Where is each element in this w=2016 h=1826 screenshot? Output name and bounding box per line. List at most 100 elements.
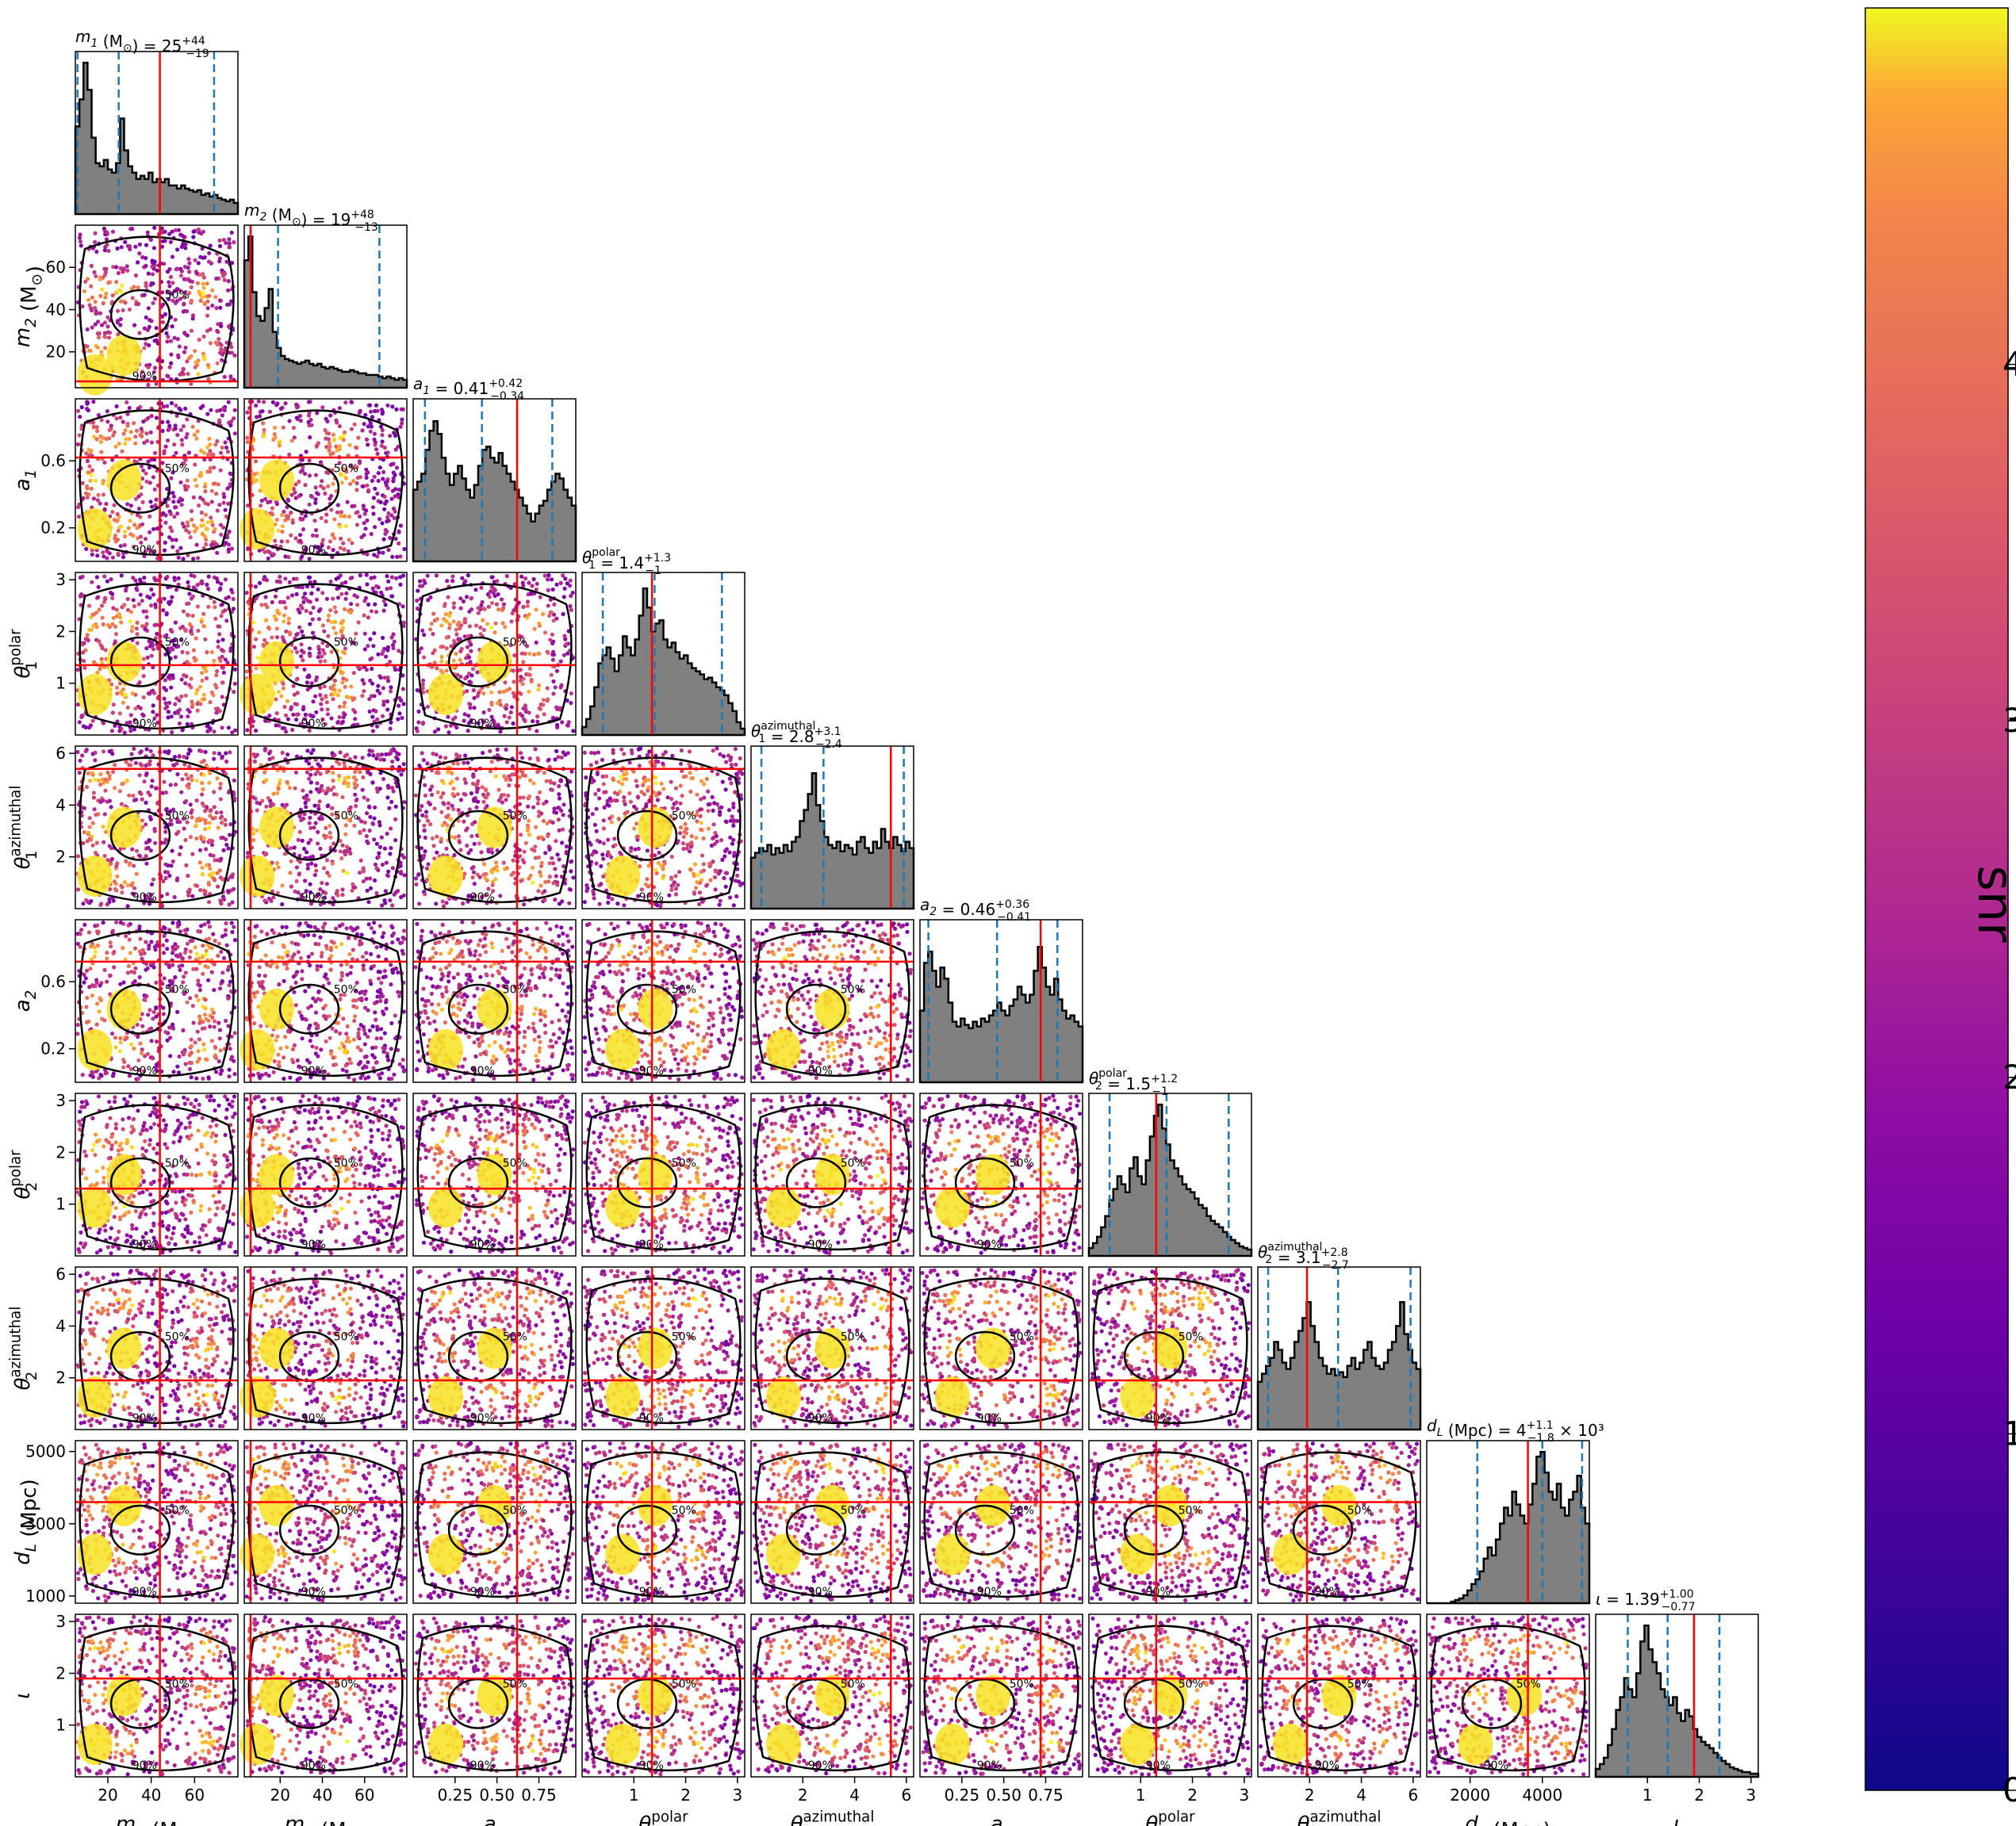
x-tick-label: 20 [270,1786,290,1805]
x-axis-label: θazimuthal2 [1297,1809,1382,1826]
colorbar-tick-label: 3 [2003,701,2016,740]
contour-label: 90% [301,544,326,557]
y-axis-label: m2 (M⊙) [11,266,48,347]
y-tick-label: 0.6 [40,451,66,470]
contour-label: 50% [165,289,190,301]
hist-panel-m2: m2 (M⊙) = 19+48 −13 [244,201,407,388]
hist-panel-t2p: θpolar 2 = 1.5+1.2 −1 [1089,1067,1251,1256]
x-tick-label: 2 [1187,1786,1198,1805]
contour-label: 90% [301,1759,326,1772]
x-axis-label: θpolar2 [1145,1809,1195,1826]
x-tick-label: 2 [798,1786,808,1805]
x-axis-label: ι [1673,1813,1681,1826]
scatter-panel-a1-t1a: 50% 90% [413,746,576,909]
contour-label: 50% [672,983,696,996]
y-tick-label: 4 [56,795,66,814]
y-tick-label: 0.2 [40,1039,66,1058]
contour-label: 90% [132,1586,157,1598]
contour-label: 50% [503,1157,527,1169]
y-tick-label: 2 [56,1143,66,1162]
hist-panel-iota: ι = 1.39+1.00 −0.771 2 3ι [1596,1588,1758,1826]
contour-label: 50% [672,1157,696,1169]
density-peak [1273,1534,1308,1575]
contour-label: 90% [808,1759,833,1772]
y-tick-label: 1 [56,1716,66,1735]
contour-label: 50% [841,1678,865,1690]
colorbar-tick-label: 2 [2003,1058,2016,1097]
contour-label: 90% [808,1412,833,1425]
density-peak [428,1029,463,1070]
y-tick-label: 1 [56,1195,66,1214]
contour-label: 50% [503,636,527,649]
scatter-panel-t1p-a2: 50%90% [582,920,745,1082]
density-peak [766,1187,801,1228]
scatter-panel-a2-t2a: 50%90% [920,1267,1083,1430]
x-tick-label: 0.75 [521,1786,557,1805]
x-tick-label: 60 [185,1786,205,1805]
y-tick-label: 3 [56,1091,66,1110]
colorbar-tick-label: 0 [2003,1770,2016,1809]
y-axis-label: θazimuthal1 [7,786,40,870]
x-tick-label: 20 [98,1786,117,1805]
contour-label: 50% [1179,1330,1203,1343]
scatter-panel-t2p-t2a: 50% 90% [1089,1267,1251,1430]
contour-label: 90% [132,718,157,730]
x-tick-label: 40 [312,1786,332,1805]
contour-label: 90% [1146,1412,1171,1425]
y-tick-label: 4 [56,1316,66,1335]
scatter-panel-a1-a2: 50%90% [413,920,576,1082]
density-peak [259,989,294,1030]
contour-label: 50% [334,1157,358,1169]
density-peak [428,1187,463,1228]
scatter-panel-t1p-t2p: 50%90% [582,1093,745,1256]
density-peak [766,1534,801,1575]
corner-plot: m1 (M⊙) = 25+44 −1950%90%204060m2 (M⊙)m2 … [0,0,2016,1826]
contour-label: 50% [165,1678,190,1690]
contour-label: 90% [301,1065,326,1078]
colorbar-tick-label: 1 [2003,1414,2016,1453]
density-peak [766,1029,801,1070]
x-tick-label: 2000 [1450,1786,1490,1805]
contour-label: 90% [1484,1759,1508,1772]
x-tick-label: 0.25 [945,1786,980,1805]
x-axis-label: a2 [991,1813,1013,1826]
scatter-panel-t1p-dl: 50%90% [582,1441,745,1603]
contour-label: 90% [470,1759,495,1772]
contour-label: 90% [132,1065,157,1078]
x-axis-label: m1 (M⊙) [116,1813,197,1826]
y-axis-label: dL (Mpc) [11,1479,41,1564]
density-peak [935,1724,970,1765]
x-tick-label: 0.50 [479,1786,515,1805]
density-peak [766,1376,801,1418]
density-peak [259,1485,294,1526]
x-tick-label: 2 [1694,1786,1704,1805]
contour-label: 50% [503,810,527,822]
x-tick-label: 3 [1239,1786,1249,1805]
contour-label: 90% [808,1238,833,1251]
scatter-panel-a2-dl: 50%90% [920,1441,1083,1603]
x-tick-label: 1 [629,1786,639,1805]
contour-label: 50% [503,1678,527,1690]
x-tick-label: 4000 [1522,1786,1562,1805]
contour-label: 90% [470,891,495,904]
density-peak [935,1534,970,1575]
scatter-panel-t2p-dl: 50%90% [1089,1441,1251,1603]
density-peak [605,1187,640,1228]
x-axis-label: a1 [484,1813,506,1826]
y-tick-label: 2 [56,622,66,641]
contour-label: 50% [334,1678,358,1690]
contour-label: 50% [334,983,358,996]
hist-panel-a2: a2 = 0.46+0.36 −0.41 [920,895,1083,1082]
contour-label: 50% [503,1330,527,1343]
density-peak [428,1724,463,1765]
x-axis-label: θazimuthal1 [791,1809,875,1826]
x-tick-label: 1 [1642,1786,1653,1805]
contour-label: 50% [503,983,527,996]
contour-label: 90% [132,1412,157,1425]
